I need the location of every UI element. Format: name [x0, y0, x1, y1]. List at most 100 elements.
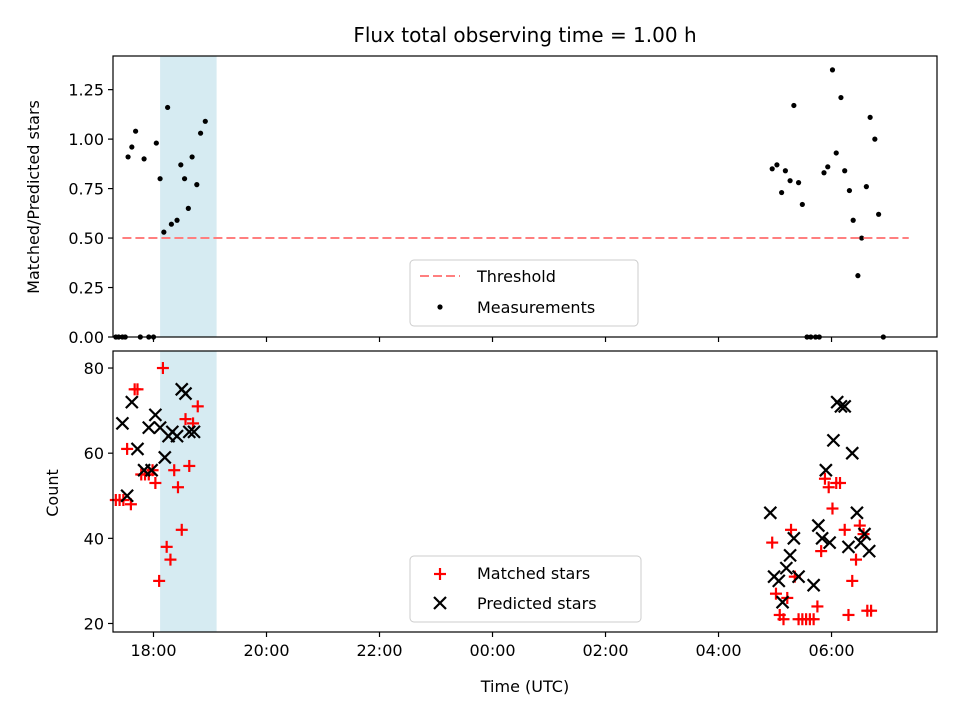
ratio-panel-x-ticks [152, 337, 833, 342]
predicted-star-point [862, 544, 876, 558]
x-tick-label: 20:00 [243, 641, 289, 660]
predicted-star-point [850, 506, 864, 520]
y-tick-label: 0.75 [68, 180, 104, 199]
x-tick-label: 00:00 [469, 641, 515, 660]
matched-star-point [168, 464, 181, 477]
predicted-star-point [158, 450, 172, 465]
measurement-point [850, 217, 856, 223]
measurement-point [125, 154, 131, 160]
measurement-point [197, 130, 204, 136]
count-legend-frame [409, 555, 642, 623]
measurement-point [867, 114, 873, 120]
measurement-point [872, 136, 878, 142]
ratio-panel: 0.00 0.25 0.50 0.75 1.00 1.25 Matched/Predict… [24, 55, 938, 347]
measurement-point [168, 221, 174, 227]
matched-star-point [785, 523, 798, 536]
predicted-star-point [187, 425, 201, 439]
measurement-point [161, 229, 167, 235]
x-tick-label: 18:00 [130, 641, 176, 660]
matched-star-point [834, 476, 847, 489]
predicted-star-point [120, 488, 134, 503]
measurement-point [202, 118, 208, 124]
measurement-point [157, 176, 163, 182]
measurement-point [769, 166, 775, 172]
matched-star-point [131, 383, 144, 396]
matched-star-point [769, 587, 782, 600]
matched-star-point [838, 523, 851, 536]
predicted-star-point [857, 527, 872, 541]
chart-title: Flux total observing time = 1.00 h [353, 23, 696, 47]
predicted-star-point [772, 574, 786, 588]
predicted-star-point [125, 395, 139, 409]
predicted-star-point [144, 463, 159, 477]
matched-star-point [179, 413, 192, 426]
matched-star-point [826, 502, 839, 515]
matched-star-point [865, 604, 878, 617]
matched-star-point [191, 400, 204, 413]
matched-star-point [850, 553, 863, 566]
measurement-point [833, 150, 839, 156]
predicted-star-point [775, 595, 790, 609]
legend-measurements-swatch [437, 304, 443, 310]
predicted-star-point [787, 531, 801, 546]
matched-star-point [149, 476, 162, 489]
predicted-star-point [170, 429, 184, 443]
count-panel-y-ticks: 20 40 60 80 [84, 359, 113, 633]
matched-star-point [164, 553, 177, 566]
predicted-star-point [826, 433, 841, 448]
legend-threshold-label: Threshold [476, 267, 556, 286]
measurement-point [795, 180, 802, 186]
matched-star-point [171, 481, 184, 494]
matched-star-point [822, 481, 835, 494]
count-panel: 18:00 20:00 22:00 00:00 02:00 04:00 06:00 20 40… [43, 350, 938, 696]
x-tick-label: 06:00 [808, 641, 854, 660]
predicted-star-point [837, 399, 852, 414]
predicted-star-point [791, 569, 806, 584]
count-panel-frame [112, 350, 938, 633]
matched-star-point [818, 472, 831, 485]
predicted-star-point [130, 442, 145, 456]
measurement-point [842, 168, 848, 174]
matched-star-point [807, 613, 820, 626]
predicted-star-point [815, 531, 829, 546]
y-tick-label: 0.25 [68, 279, 104, 298]
measurement-point [189, 154, 195, 160]
predicted-star-point [763, 506, 778, 520]
measurement-point [141, 156, 147, 162]
matched-star-point [156, 362, 169, 375]
y-tick-label: 80 [84, 359, 104, 378]
measurement-point [779, 189, 785, 196]
predicted-star-point [834, 399, 848, 414]
y-tick-label: 0.50 [68, 229, 104, 248]
measurement-point [133, 128, 139, 134]
measurement-point [787, 178, 793, 184]
matched-star-point [815, 545, 828, 558]
measurement-point [782, 168, 788, 174]
measurement-point [181, 176, 188, 182]
measurement-point [863, 184, 869, 190]
legend-predicted-swatch [433, 596, 447, 610]
measurement-point [846, 187, 853, 194]
matched-star-point [846, 574, 859, 587]
measurement-point [838, 94, 844, 101]
matched-star-point [160, 540, 173, 553]
predicted-star-point [845, 446, 860, 460]
highlight-span-top [160, 56, 217, 337]
matched-star-point [766, 536, 779, 549]
predicted-stars-points [115, 382, 876, 609]
matched-star-point [121, 442, 134, 455]
predicted-star-point [822, 535, 837, 550]
x-tick-label: 02:00 [582, 641, 628, 660]
predicted-star-point [142, 420, 156, 435]
matched-star-point [811, 600, 824, 613]
count-legend: Matched stars Predicted stars [409, 555, 642, 623]
ratio-y-axis-label: Matched/Predicted stars [24, 100, 43, 294]
y-tick-label: 40 [84, 529, 104, 548]
x-tick-label: 22:00 [356, 641, 402, 660]
matched-star-point [777, 613, 790, 626]
measurement-point [791, 102, 797, 109]
measurement-point [129, 144, 135, 150]
ratio-panel-y-ticks: 0.00 0.25 0.50 0.75 1.00 1.25 [68, 81, 113, 347]
legend-matched-swatch [434, 568, 446, 580]
